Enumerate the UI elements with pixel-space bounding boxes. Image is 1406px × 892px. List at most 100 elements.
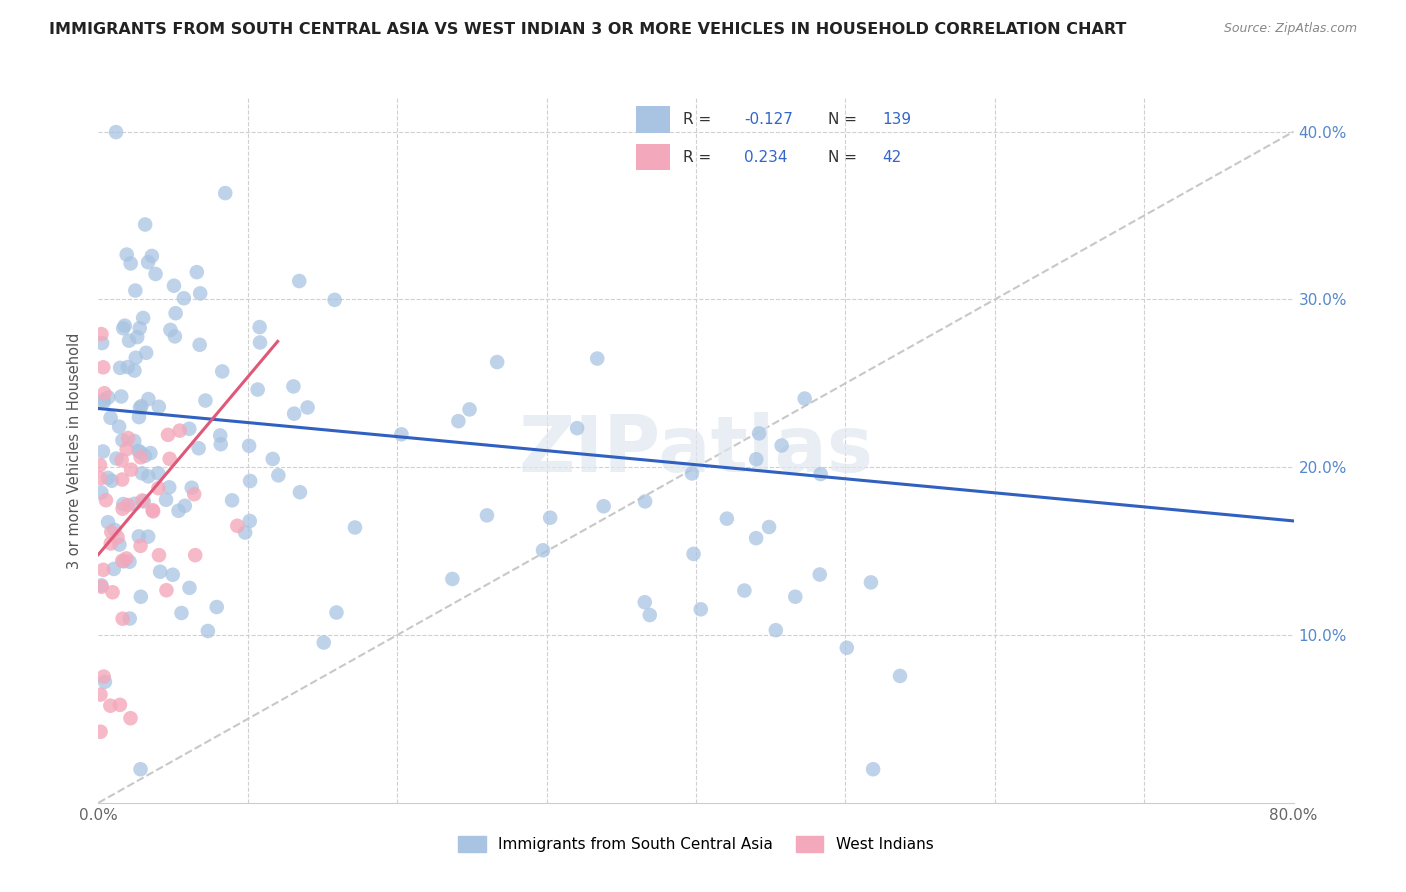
Point	[325, 606, 347, 620]
Point	[179, 422, 201, 436]
Point	[132, 310, 155, 325]
Point	[112, 497, 135, 511]
Point	[129, 445, 152, 459]
Point	[93, 386, 115, 401]
Point	[146, 467, 169, 481]
Point	[91, 444, 114, 458]
Point	[238, 439, 260, 453]
Text: IMMIGRANTS FROM SOUTH CENTRAL ASIA VS WEST INDIAN 3 OR MORE VEHICLES IN HOUSEHOL: IMMIGRANTS FROM SOUTH CENTRAL ASIA VS WE…	[49, 22, 1126, 37]
Point	[134, 218, 156, 232]
Point	[89, 458, 111, 472]
Point	[98, 698, 121, 713]
Point	[859, 575, 882, 590]
Point	[111, 554, 134, 568]
Point	[862, 762, 884, 776]
Point	[97, 471, 120, 485]
Point	[91, 563, 114, 577]
Point	[124, 363, 146, 377]
Point	[117, 498, 139, 512]
Text: 0.234: 0.234	[744, 150, 787, 165]
Point	[288, 274, 311, 288]
Point	[297, 401, 319, 415]
Point	[163, 329, 186, 343]
Point	[167, 504, 190, 518]
Point	[239, 514, 262, 528]
Point	[233, 525, 256, 540]
Point	[163, 278, 186, 293]
Point	[689, 602, 711, 616]
Point	[118, 611, 141, 625]
Point	[148, 548, 170, 562]
Point	[155, 583, 177, 598]
Point	[111, 612, 134, 626]
Point	[115, 247, 138, 261]
Point	[716, 511, 738, 525]
Point	[90, 327, 112, 342]
Point	[105, 451, 128, 466]
Point	[141, 249, 163, 263]
Text: N =: N =	[828, 150, 862, 165]
Point	[89, 688, 111, 702]
Point	[531, 543, 554, 558]
Point	[101, 474, 124, 488]
Point	[188, 338, 211, 352]
Point	[114, 318, 136, 333]
Point	[793, 392, 815, 406]
Point	[91, 336, 114, 351]
Point	[323, 293, 346, 307]
Point	[136, 530, 159, 544]
Point	[129, 401, 152, 415]
Point	[183, 487, 205, 501]
Point	[124, 284, 146, 298]
Point	[634, 595, 657, 609]
Point	[475, 508, 498, 523]
Point	[117, 360, 139, 375]
Point	[145, 267, 167, 281]
Point	[118, 334, 141, 348]
Text: ZIPatlas: ZIPatlas	[519, 412, 873, 489]
Point	[105, 125, 128, 139]
Point	[214, 186, 236, 201]
Point	[162, 567, 184, 582]
Point	[127, 330, 149, 344]
Point	[785, 590, 807, 604]
Point	[157, 480, 180, 494]
Point	[111, 501, 134, 516]
Text: 139: 139	[882, 112, 911, 127]
Point	[283, 379, 305, 393]
Point	[186, 265, 208, 279]
Legend: Immigrants from South Central Asia, West Indians: Immigrants from South Central Asia, West…	[453, 830, 939, 859]
Point	[128, 321, 150, 335]
Point	[447, 414, 470, 428]
Point	[765, 624, 787, 638]
Point	[312, 635, 335, 649]
Point	[184, 548, 207, 562]
Point	[120, 256, 142, 270]
Point	[770, 438, 793, 452]
Point	[808, 567, 831, 582]
Point	[111, 473, 134, 487]
Point	[100, 410, 122, 425]
Point	[112, 554, 135, 568]
Point	[148, 400, 170, 414]
Point	[100, 536, 122, 550]
Point	[129, 762, 152, 776]
Point	[131, 399, 153, 413]
Point	[209, 437, 232, 451]
Point	[810, 467, 832, 481]
Point	[93, 395, 115, 409]
Point	[170, 606, 193, 620]
Point	[94, 674, 117, 689]
Point	[389, 427, 412, 442]
Point	[128, 529, 150, 543]
Point	[97, 515, 120, 529]
Point	[205, 600, 228, 615]
Point	[733, 583, 755, 598]
Point	[745, 452, 768, 467]
Point	[112, 321, 135, 335]
Point	[136, 469, 159, 483]
Point	[129, 450, 152, 465]
Point	[90, 485, 112, 500]
Point	[159, 323, 181, 337]
Point	[283, 407, 305, 421]
